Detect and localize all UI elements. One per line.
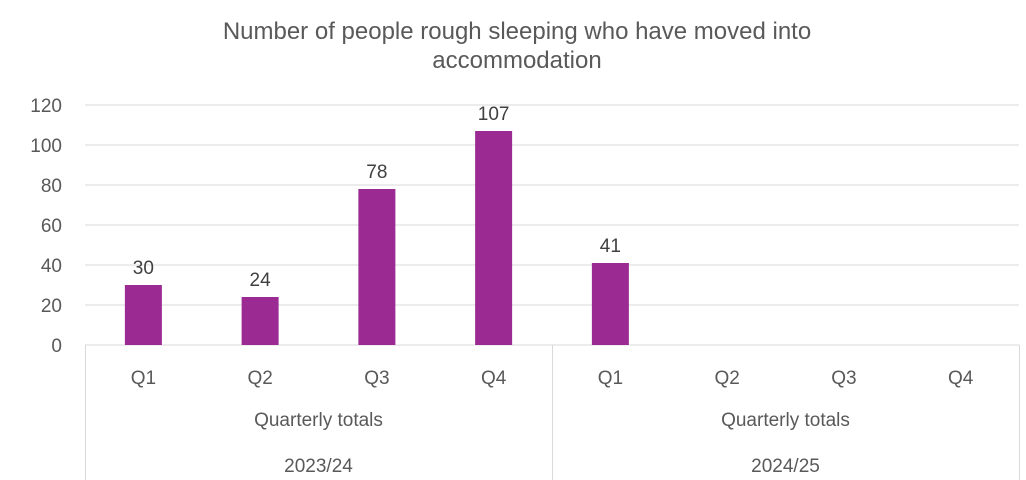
- bar: [124, 285, 162, 345]
- bars: [124, 131, 629, 345]
- x-category-label: Q4: [481, 368, 507, 389]
- x-category-label: Q3: [364, 368, 389, 389]
- y-tick-label: 80: [41, 176, 62, 197]
- bar: [591, 263, 629, 345]
- data-label: 41: [600, 236, 621, 257]
- data-label: 107: [478, 104, 510, 125]
- y-tick-label: 0: [51, 336, 62, 357]
- y-tick-label: 20: [41, 296, 62, 317]
- data-label: 78: [366, 162, 387, 183]
- data-label: 30: [133, 258, 154, 279]
- y-tick-label: 40: [41, 256, 62, 277]
- chart-title-line-1: Number of people rough sleeping who have…: [223, 18, 811, 45]
- y-tick-label: 120: [30, 96, 62, 117]
- x-axis: Q1 Q2 Q3 Q4 Q1 Q2 Q3 Q4 Quarterly totals 2023/24 Q…: [85, 345, 1020, 480]
- bar: [241, 297, 279, 345]
- y-axis-ticks: 0 20 40 60 80 100 120: [30, 96, 62, 357]
- x-category-label: Q2: [247, 368, 272, 389]
- x-group-label: Quarterly totals: [254, 410, 383, 431]
- x-year-label: 2024/25: [751, 456, 820, 477]
- x-category-label: Q1: [131, 368, 156, 389]
- x-category-label: Q4: [948, 368, 974, 389]
- bar: [358, 189, 396, 345]
- x-category-label: Q1: [598, 368, 623, 389]
- x-category-label: Q3: [831, 368, 856, 389]
- x-category-label: Q2: [714, 368, 739, 389]
- x-group-label: Quarterly totals: [721, 410, 850, 431]
- gridlines: [85, 104, 1019, 346]
- y-tick-label: 100: [30, 136, 62, 157]
- x-year-label: 2023/24: [284, 456, 353, 477]
- data-label: 24: [250, 270, 272, 291]
- y-tick-label: 60: [41, 216, 62, 237]
- data-labels: 30 24 78 107 41: [133, 104, 621, 291]
- chart-title-line-2: accommodation: [432, 47, 601, 74]
- bar: [475, 131, 513, 345]
